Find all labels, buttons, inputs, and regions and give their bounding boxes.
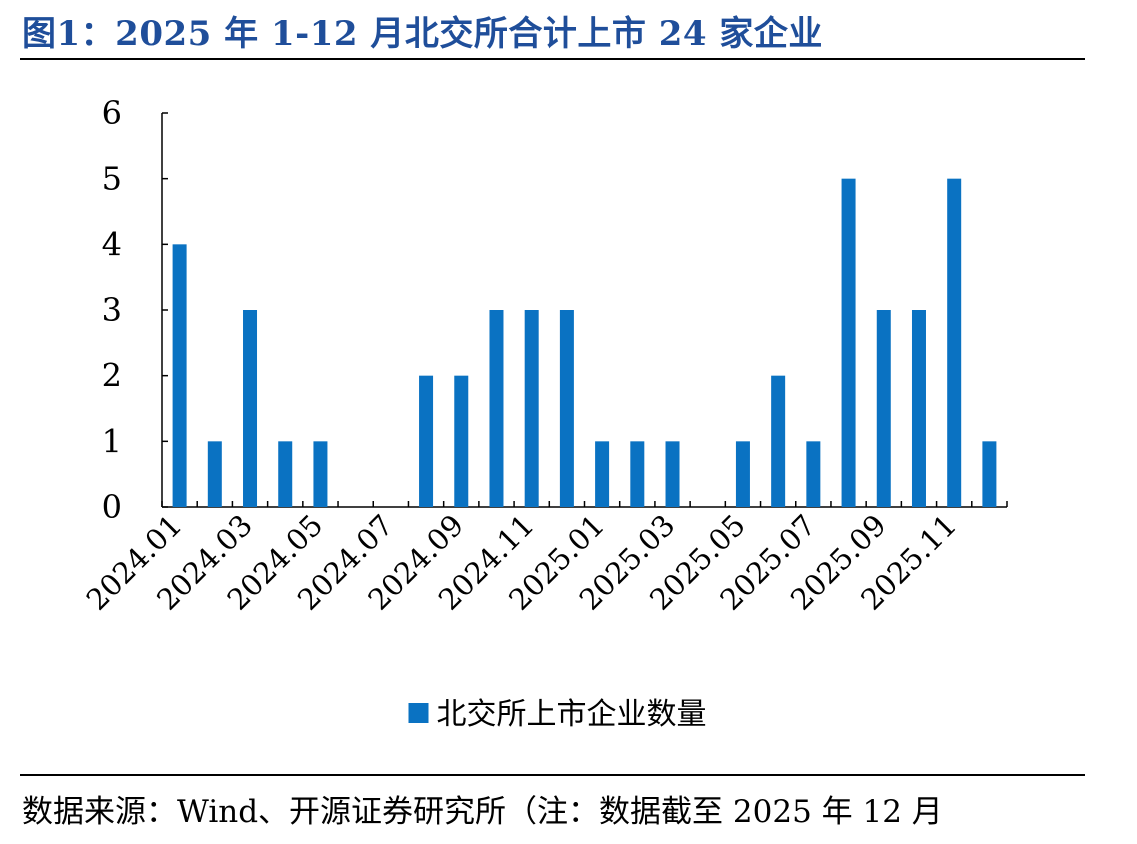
bar xyxy=(313,441,328,507)
y-tick-label: 0 xyxy=(102,488,122,526)
bar xyxy=(876,310,891,507)
bar xyxy=(207,441,222,507)
y-tick-label: 6 xyxy=(102,94,122,132)
y-tick-label: 4 xyxy=(102,225,122,263)
source-rule xyxy=(20,774,1085,776)
bar xyxy=(841,178,856,507)
bar xyxy=(665,441,680,507)
bar xyxy=(595,441,610,507)
figure-title: 图1：2025 年 1-12 月北交所合计上市 24 家企业 xyxy=(22,14,823,54)
legend-label: 北交所上市企业数量 xyxy=(437,697,707,732)
bar xyxy=(982,441,997,507)
bar xyxy=(771,375,786,507)
y-tick-label: 1 xyxy=(102,422,122,460)
bar xyxy=(419,375,434,507)
bar xyxy=(172,244,187,508)
source-note: 数据来源：Wind、开源证券研究所（注：数据截至 2025 年 12 月 xyxy=(22,794,943,830)
bar xyxy=(806,441,821,507)
y-tick-label: 3 xyxy=(102,291,122,329)
title-rule xyxy=(20,58,1085,60)
bar-chart: 01234562024.012024.032024.052024.072024.… xyxy=(80,94,1008,732)
legend-swatch xyxy=(408,703,429,723)
bar xyxy=(489,310,504,507)
bar xyxy=(735,441,750,507)
bar xyxy=(630,441,645,507)
bar xyxy=(278,441,293,507)
bar xyxy=(559,310,574,507)
bar xyxy=(524,310,539,507)
bar xyxy=(243,310,258,507)
bar xyxy=(947,178,962,507)
bar xyxy=(911,310,926,507)
bar xyxy=(454,375,469,507)
y-tick-label: 5 xyxy=(102,160,122,198)
y-tick-label: 2 xyxy=(102,357,122,395)
